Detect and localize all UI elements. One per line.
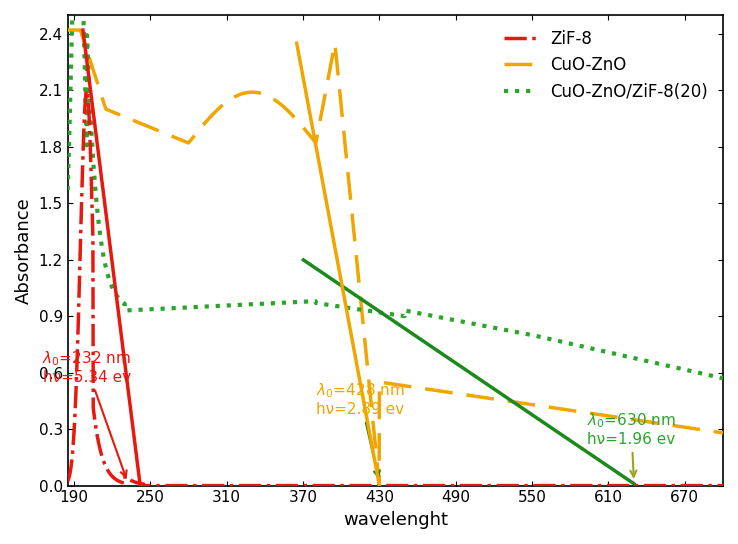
CuO-ZnO [382, 380, 391, 386]
ZiF-8 [700, 483, 709, 489]
Y-axis label: Absorbance: Absorbance [15, 197, 33, 304]
CuO-ZnO/ZiF-8(20) [719, 375, 728, 381]
CuO-ZnO [719, 430, 728, 436]
CuO-ZnO [579, 409, 588, 416]
Line: CuO-ZnO: CuO-ZnO [68, 30, 723, 483]
CuO-ZnO [63, 27, 72, 33]
CuO-ZnO [365, 378, 373, 385]
CuO-ZnO/ZiF-8(20) [579, 343, 588, 350]
Text: $\lambda_0$=630 nm
hν=1.96 ev: $\lambda_0$=630 nm hν=1.96 ev [587, 411, 676, 477]
ZiF-8 [82, 87, 91, 94]
CuO-ZnO/ZiF-8(20) [382, 310, 391, 317]
CuO-ZnO/ZiF-8(20) [700, 370, 708, 377]
X-axis label: wavelenght: wavelenght [343, 511, 448, 529]
ZiF-8 [580, 483, 589, 489]
Text: $\lambda_0$=428 nm
hν=2.89 ev: $\lambda_0$=428 nm hν=2.89 ev [316, 381, 405, 477]
ZiF-8 [139, 483, 148, 489]
CuO-ZnO/ZiF-8(20) [365, 308, 373, 314]
CuO-ZnO/ZiF-8(20) [700, 371, 708, 378]
CuO-ZnO [700, 427, 708, 434]
ZiF-8 [97, 451, 106, 458]
Line: CuO-ZnO/ZiF-8(20): CuO-ZnO/ZiF-8(20) [68, 0, 723, 378]
Line: ZiF-8: ZiF-8 [68, 90, 723, 486]
Text: $\lambda_0$=232 nm
hν=5.34 ev: $\lambda_0$=232 nm hν=5.34 ev [42, 349, 131, 477]
ZiF-8 [63, 478, 72, 485]
ZiF-8 [365, 483, 374, 489]
CuO-ZnO [375, 479, 384, 486]
ZiF-8 [700, 483, 708, 489]
CuO-ZnO/ZiF-8(20) [63, 187, 72, 194]
ZiF-8 [719, 483, 728, 489]
Legend: ZiF-8, CuO-ZnO, CuO-ZnO/ZiF-8(20): ZiF-8, CuO-ZnO, CuO-ZnO/ZiF-8(20) [497, 23, 714, 107]
CuO-ZnO [97, 91, 106, 98]
CuO-ZnO [700, 427, 708, 434]
CuO-ZnO/ZiF-8(20) [97, 240, 106, 247]
ZiF-8 [382, 483, 391, 489]
